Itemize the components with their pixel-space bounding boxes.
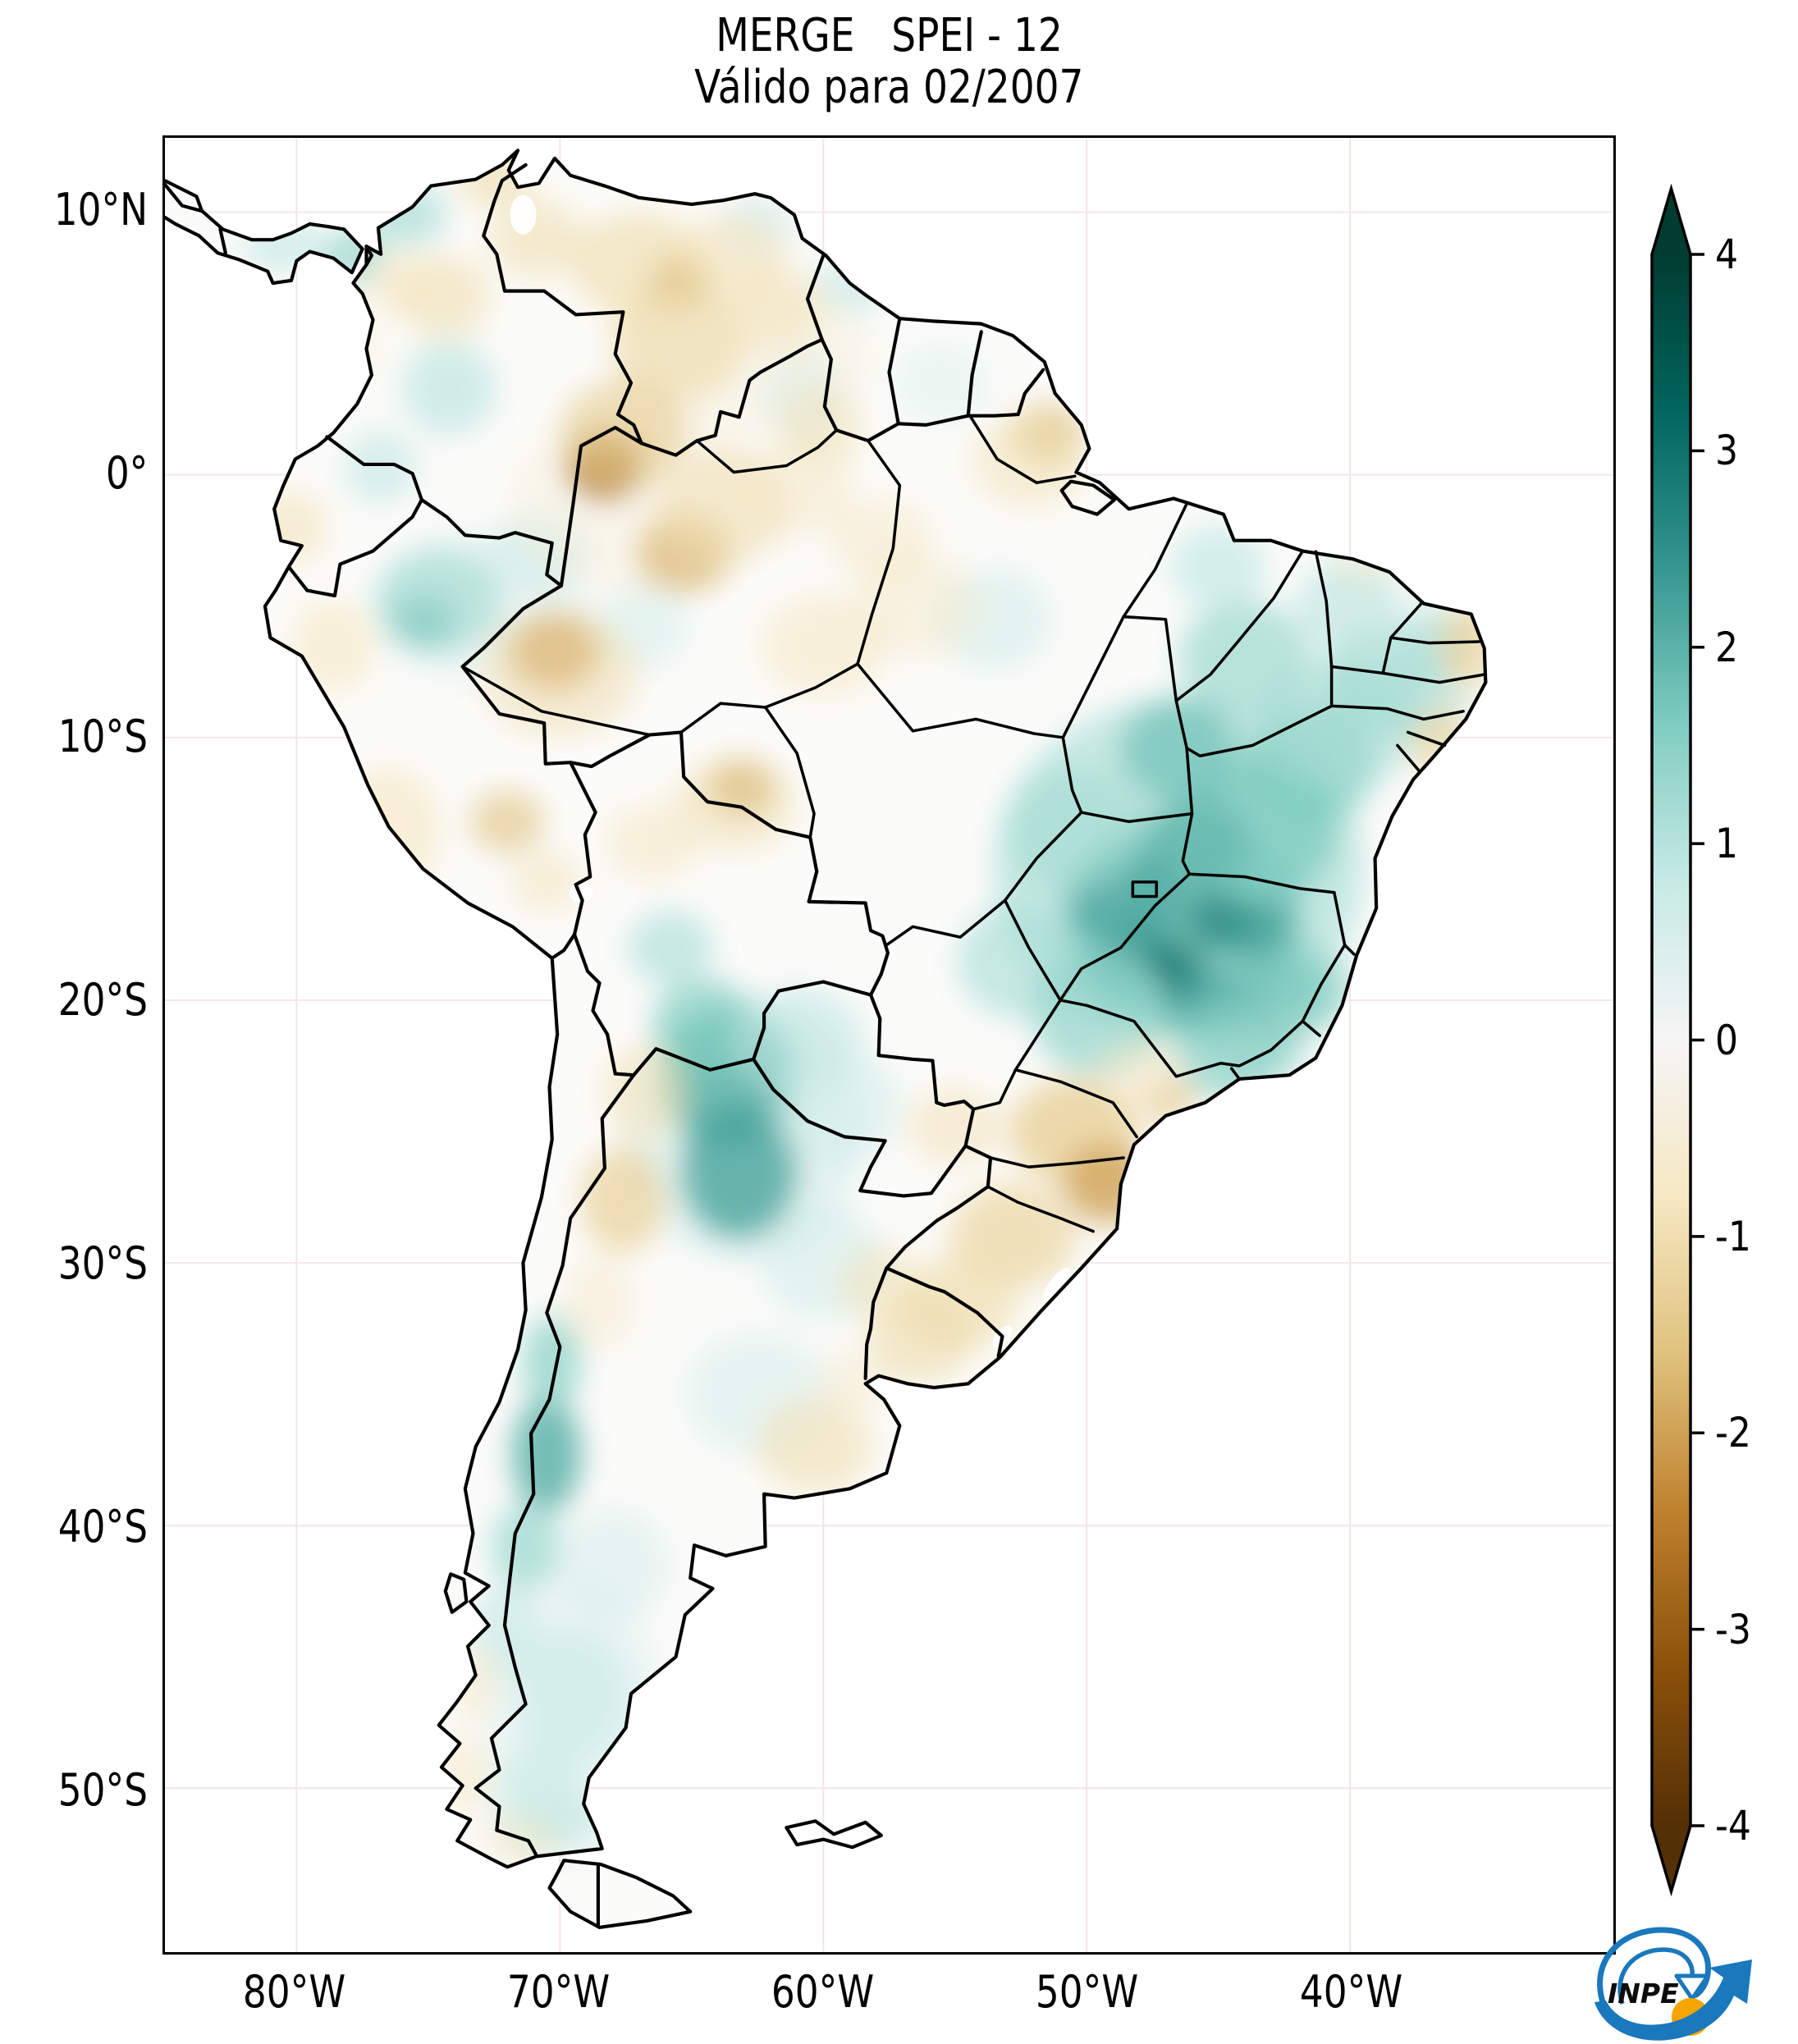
x-tick-label: 80°W [243, 1966, 346, 2018]
spei-anomaly-blob [652, 979, 758, 1074]
colorbar-tick-label: -2 [1715, 1409, 1751, 1457]
logo-outer-swoosh [1597, 1927, 1712, 2009]
x-tick-label: 60°W [771, 1966, 875, 2018]
spei-anomaly-blob [817, 1349, 892, 1413]
state-borders [460, 415, 1486, 1233]
spei-anomaly-blob [602, 1045, 687, 1140]
country-borders [165, 162, 1045, 1928]
spei-anomaly-blob [628, 911, 713, 985]
y-tick-label: 0° [105, 446, 148, 499]
colorbar-tick-label: -3 [1715, 1605, 1751, 1653]
figure-title-text: MERGE SPEI - 12 [716, 9, 1063, 62]
spei-anomaly-blob [728, 267, 824, 352]
y-tick-label: 20°S [57, 973, 148, 1026]
x-tick-label: 70°W [507, 1966, 611, 2018]
spei-anomaly-blob [481, 611, 639, 738]
south-america-map [165, 138, 1613, 1952]
y-tick-label: 40°S [57, 1500, 148, 1552]
spei-anomaly-blob [1268, 947, 1353, 1027]
spei-anomaly-blob [241, 222, 326, 271]
spei-anomaly-blob [1120, 697, 1238, 803]
spei-anomaly-blob [680, 1102, 798, 1240]
y-tick-label: 50°S [57, 1763, 148, 1816]
figure-subtitle: Válido para 02/2007 [162, 62, 1616, 113]
coastline [165, 149, 1488, 1929]
y-tick-label: 30°S [57, 1237, 148, 1289]
spei-anomaly-blob [391, 595, 455, 648]
spei-anomaly-blob [515, 1627, 632, 1765]
spei-anomaly-blob [491, 1504, 560, 1589]
spei-anomaly-blob [771, 1047, 903, 1164]
y-tick-label: 10°N [53, 183, 148, 235]
spei-anomaly-blob [512, 1397, 582, 1513]
spei-anomaly-blob [1097, 1036, 1182, 1111]
logo-text: INPE [1608, 1978, 1679, 2010]
spei-anomaly-blob [1063, 1144, 1153, 1224]
colorbar-tick-label: 4 [1715, 231, 1738, 278]
colorbar [1650, 183, 1704, 1897]
spei-anomaly-blob [780, 391, 866, 464]
spei-anomaly-blob [581, 1147, 666, 1253]
spei-anomaly-blob [362, 183, 447, 247]
spei-anomaly-blob [610, 286, 748, 402]
logo-up-arrow-icon [1594, 1959, 1752, 2041]
spei-anomaly-blob [510, 850, 584, 914]
spei-anomaly-blob [401, 341, 497, 436]
spei-anomaly-blob [1210, 1026, 1306, 1079]
map-plot-area: INPE [162, 135, 1752, 2041]
spei-anomaly-blob [739, 441, 855, 536]
spei-anomaly-blob [488, 199, 584, 278]
spei-anomaly-blob [554, 1507, 671, 1623]
spei-anomaly-blob [604, 803, 700, 882]
spei-anomaly-blob [344, 430, 419, 504]
colorbar-tick-label: -1 [1715, 1212, 1751, 1260]
lakes [510, 194, 1071, 1347]
spei-anomaly-blob [828, 498, 935, 583]
figure-title: MERGE SPEI - 12 [162, 10, 1616, 62]
spei-anomaly-blob [291, 598, 376, 693]
spei-anomaly-blob [1004, 766, 1142, 893]
inpe-logo-graphic: INPE [1594, 1927, 1752, 2041]
spei-anomaly-blob [970, 414, 1087, 510]
spei-anomaly-blob [254, 490, 328, 565]
spei-anomaly-blob [364, 251, 428, 315]
spei-anomaly-blob [1170, 524, 1266, 609]
spei-anomaly-blob [1144, 795, 1251, 890]
colorbar-gradient-bar [1650, 183, 1692, 1897]
spei-anomaly-blob [483, 1814, 558, 1868]
inpe-logo: INPE [1586, 1923, 1763, 2042]
spei-anomaly-blob [907, 1086, 1003, 1166]
spei-anomaly-blob [1218, 894, 1292, 958]
spei-anomaly-blob [449, 1646, 497, 1721]
spei-anomaly-blob [523, 1315, 582, 1411]
logo-inner-swoosh [1617, 1947, 1695, 2005]
x-tick-label: 50°W [1036, 1966, 1139, 2018]
logo-down-arrow-icon [1674, 1973, 1710, 2001]
spei-anomaly-blob [562, 1255, 637, 1350]
colorbar-tick-label: 1 [1715, 820, 1738, 868]
colorbar-tick-label: 3 [1715, 427, 1738, 475]
figure-subtitle-text: Válido para 02/2007 [694, 61, 1084, 114]
y-tick-label: 10°S [57, 710, 148, 762]
spei-anomaly-blob [757, 1399, 874, 1494]
colorbar-tick-label: -4 [1715, 1802, 1751, 1850]
x-tick-label: 40°W [1300, 1966, 1403, 2018]
spei-anomaly-blob [894, 341, 990, 425]
colorbar-tick-label: 0 [1715, 1016, 1738, 1064]
colorbar-ticks [1690, 253, 1704, 1827]
spei-raster-layer [165, 150, 1486, 1927]
colorbar-tick-label: 2 [1715, 623, 1738, 671]
spei-anomaly-blob [1439, 603, 1486, 688]
spei-anomaly-blob [470, 789, 545, 853]
